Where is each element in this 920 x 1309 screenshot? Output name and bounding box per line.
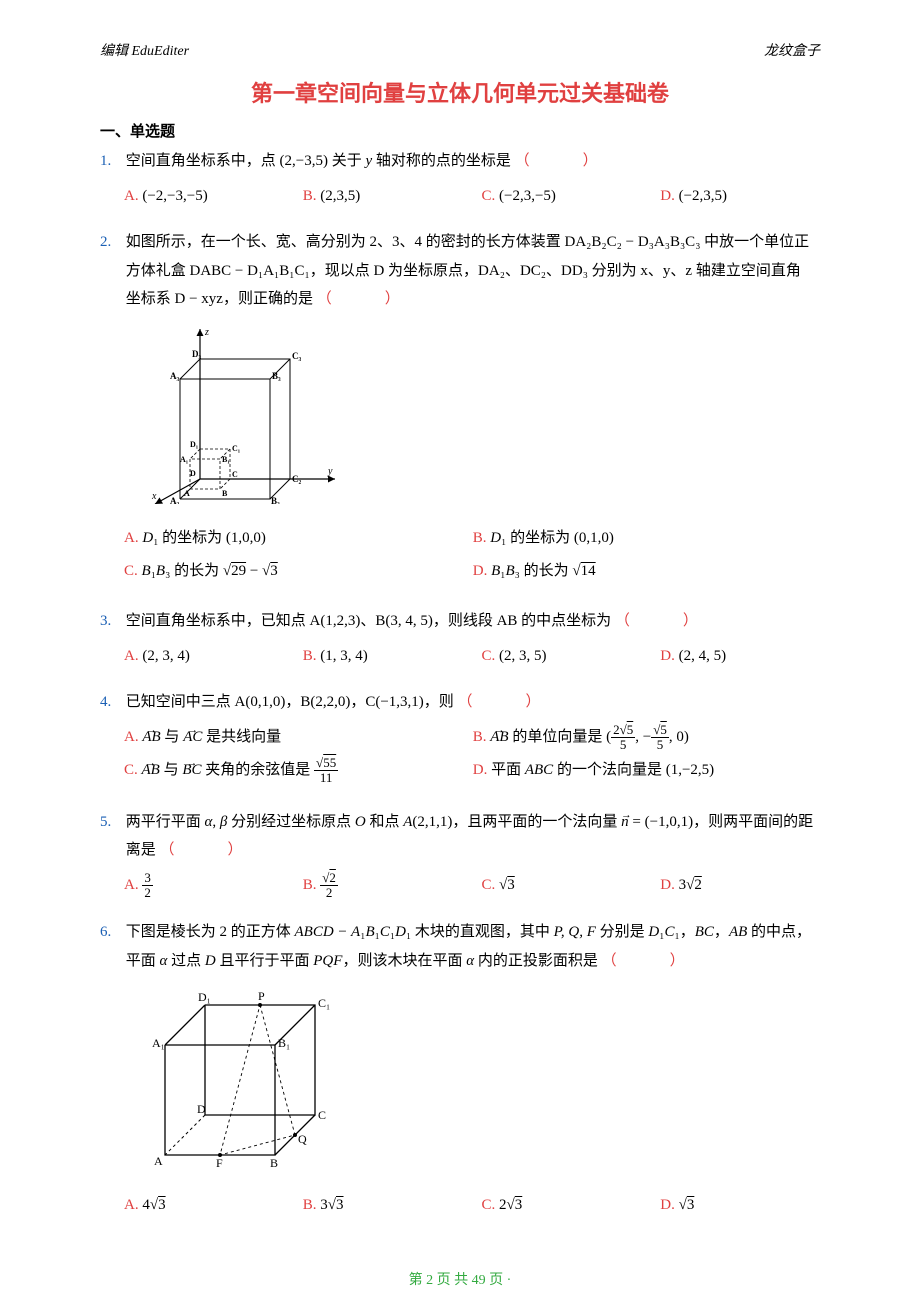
svg-text:C: C [232, 470, 238, 479]
options-row: A. (2, 3, 4) B. (1, 3, 4) C. (2, 3, 5) D… [124, 642, 820, 671]
answer-blank: （ ） [602, 953, 687, 969]
cube-diagram: D₁ C₁ A₁ B₁ D C A B P Q F [140, 985, 820, 1181]
svg-text:D: D [197, 1102, 206, 1116]
svg-text:C₁: C₁ [318, 996, 330, 1010]
option-d: D. 3√2 [660, 871, 815, 900]
option-c: C. AB 与 BC 夹角的余弦值是 √5511 [124, 756, 469, 786]
svg-text:B: B [222, 489, 228, 498]
question-text: 两平行平面 α, β 分别经过坐标原点 O 和点 A(2,1,1)，且两平面的一… [126, 808, 816, 865]
option-d: D. B₁B₃ 的长为 √14 [473, 557, 818, 586]
options-grid: A. D₁ 的坐标为 (1,0,0) B. D₁ 的坐标为 (0,1,0) C.… [124, 524, 820, 589]
svg-text:D: D [190, 469, 196, 478]
question-text: 空间直角坐标系中，已知点 A(1,2,3)、B(3, 4, 5)，则线段 AB … [126, 607, 816, 636]
question-6: 6. 下图是棱长为 2 的正方体 ABCD − A₁B₁C₁D₁ 木块的直观图，… [100, 918, 820, 1219]
section-title: 一、单选题 [100, 120, 820, 141]
answer-blank: （ ） [515, 153, 600, 169]
option-c: C. 2√3 [482, 1191, 657, 1220]
svg-text:B₃: B₃ [272, 371, 281, 381]
question-text: 已知空间中三点 A(0,1,0)，B(2,2,0)，C(−1,3,1)，则 （ … [126, 688, 816, 717]
options-grid: A. AB 与 AC 是共线向量 B. AB 的单位向量是 (2√55, −√5… [124, 723, 820, 790]
svg-text:B₁: B₁ [278, 1036, 290, 1050]
svg-text:F: F [216, 1156, 223, 1170]
question-number: 1. [100, 147, 122, 176]
header-left: 编辑 EduEditer [100, 40, 189, 60]
question-1: 1. 空间直角坐标系中，点 (2,−3,5) 关于 y 轴对称的点的坐标是 （ … [100, 147, 820, 210]
page-header: 编辑 EduEditer 龙纹盒子 [100, 40, 820, 60]
option-b: B. AB 的单位向量是 (2√55, −√55, 0) [473, 723, 818, 753]
question-2: 2. 如图所示，在一个长、宽、高分别为 2、3、4 的密封的长方体装置 DA₂B… [100, 228, 820, 589]
svg-text:z: z [204, 327, 209, 338]
svg-text:A₁: A₁ [152, 1036, 165, 1050]
svg-text:C₂: C₂ [292, 474, 301, 484]
svg-text:A: A [184, 489, 190, 498]
svg-text:D₁: D₁ [190, 440, 199, 449]
svg-text:B: B [270, 1156, 278, 1170]
cuboid-diagram: z y x D₃ C₃ A₃ B₃ C₂ A₂ B₂ D [140, 324, 820, 515]
option-c: C. B₁B₃ 的长为 √29 − √3 [124, 557, 469, 586]
option-b: B. √22 [303, 871, 478, 901]
header-right: 龙纹盒子 [764, 40, 820, 60]
svg-text:C₁: C₁ [232, 444, 241, 453]
option-a: A. (2, 3, 4) [124, 642, 299, 671]
svg-text:P: P [258, 989, 265, 1003]
option-a: A. 32 [124, 871, 299, 901]
question-text: 空间直角坐标系中，点 (2,−3,5) 关于 y 轴对称的点的坐标是 （ ） [126, 147, 816, 176]
question-number: 2. [100, 228, 122, 257]
option-c: C. (−2,3,−5) [482, 182, 657, 211]
option-a: A. (−2,−3,−5) [124, 182, 299, 211]
options-row: A. (−2,−3,−5) B. (2,3,5) C. (−2,3,−5) D.… [124, 182, 820, 211]
svg-text:x: x [151, 491, 157, 502]
answer-blank: （ ） [317, 291, 402, 307]
option-d: D. (2, 4, 5) [660, 642, 815, 671]
options-row: A. 4√3 B. 3√3 C. 2√3 D. √3 [124, 1191, 820, 1220]
options-row: A. 32 B. √22 C. √3 D. 3√2 [124, 871, 820, 901]
question-number: 5. [100, 808, 122, 837]
question-4: 4. 已知空间中三点 A(0,1,0)，B(2,2,0)，C(−1,3,1)，则… [100, 688, 820, 790]
document-title: 第一章空间向量与立体几何单元过关基础卷 [100, 76, 820, 108]
answer-blank: （ ） [160, 842, 245, 858]
option-a: A. 4√3 [124, 1191, 299, 1220]
option-d: D. √3 [660, 1191, 815, 1220]
svg-text:A: A [154, 1154, 163, 1168]
option-b: B. 3√3 [303, 1191, 478, 1220]
question-text: 下图是棱长为 2 的正方体 ABCD − A₁B₁C₁D₁ 木块的直观图，其中 … [126, 918, 816, 975]
svg-text:B₁: B₁ [222, 455, 230, 464]
svg-text:D₃: D₃ [192, 349, 201, 359]
question-5: 5. 两平行平面 α, β 分别经过坐标原点 O 和点 A(2,1,1)，且两平… [100, 808, 820, 901]
svg-text:C: C [318, 1108, 326, 1122]
svg-text:A₃: A₃ [170, 371, 179, 381]
page-footer: 第 2 页 共 49 页 · [100, 1269, 820, 1289]
option-b: B. (2,3,5) [303, 182, 478, 211]
option-d: D. (−2,3,5) [660, 182, 815, 211]
question-number: 4. [100, 688, 122, 717]
svg-text:y: y [327, 466, 333, 477]
svg-text:D₁: D₁ [198, 990, 211, 1004]
option-a: A. AB 与 AC 是共线向量 [124, 723, 469, 752]
question-number: 3. [100, 607, 122, 636]
answer-blank: （ ） [615, 613, 700, 629]
svg-text:A₂: A₂ [170, 496, 179, 504]
option-b: B. (1, 3, 4) [303, 642, 478, 671]
option-d: D. 平面 ABC 的一个法向量是 (1,−2,5) [473, 756, 818, 785]
svg-text:A₁: A₁ [180, 455, 189, 464]
option-c: C. √3 [482, 871, 657, 900]
option-c: C. (2, 3, 5) [482, 642, 657, 671]
svg-text:B₂: B₂ [271, 496, 280, 504]
answer-blank: （ ） [458, 694, 543, 710]
option-a: A. D₁ 的坐标为 (1,0,0) [124, 524, 469, 553]
option-b: B. D₁ 的坐标为 (0,1,0) [473, 524, 818, 553]
question-3: 3. 空间直角坐标系中，已知点 A(1,2,3)、B(3, 4, 5)，则线段 … [100, 607, 820, 670]
svg-text:Q: Q [298, 1132, 307, 1146]
question-text: 如图所示，在一个长、宽、高分别为 2、3、4 的密封的长方体装置 DA₂B₂C₂… [126, 228, 816, 314]
question-number: 6. [100, 918, 122, 947]
svg-text:C₃: C₃ [292, 351, 301, 361]
